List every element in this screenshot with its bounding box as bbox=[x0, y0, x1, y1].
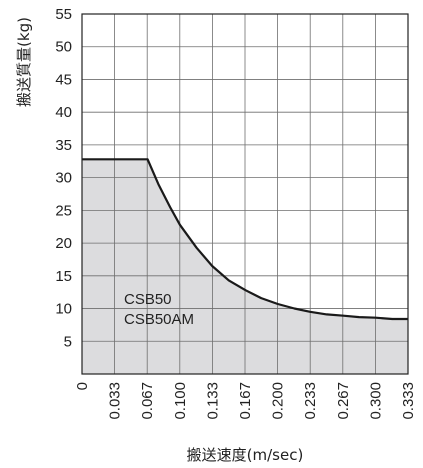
y-tick-label: 30 bbox=[55, 170, 72, 187]
x-axis-label: 搬送速度(m/sec) bbox=[187, 446, 304, 464]
y-tick-label: 55 bbox=[55, 6, 72, 23]
y-tick-label: 45 bbox=[55, 71, 72, 88]
y-tick-label: 5 bbox=[64, 333, 72, 350]
x-tick-labels: 0 0.033 0.067 0.100 0.133 0.167 0.200 0.233 0.26… bbox=[74, 382, 417, 420]
capacity-area-layer bbox=[82, 159, 408, 374]
y-tick-labels: 5 10 15 20 25 30 35 40 45 50 55 bbox=[55, 6, 72, 350]
x-tick-label: 0.100 bbox=[172, 382, 189, 420]
x-tick-label: 0.233 bbox=[302, 382, 319, 420]
x-tick-label: 0.267 bbox=[335, 382, 352, 420]
y-axis-label: 搬送質量(kg) bbox=[15, 17, 33, 107]
y-tick-label: 35 bbox=[55, 137, 72, 154]
y-tick-label: 15 bbox=[55, 268, 72, 285]
y-tick-label: 25 bbox=[55, 202, 72, 219]
y-tick-label: 40 bbox=[55, 104, 72, 121]
y-tick-label: 10 bbox=[55, 301, 72, 318]
series-label-csb50: CSB50 bbox=[124, 291, 172, 308]
y-tick-label: 50 bbox=[55, 39, 72, 56]
capacity-curve-layer bbox=[82, 158, 408, 321]
y-tick-label: 20 bbox=[55, 235, 72, 252]
x-tick-label: 0.033 bbox=[107, 382, 124, 420]
x-tick-label: 0.333 bbox=[400, 382, 417, 420]
x-tick-label: 0.133 bbox=[204, 382, 221, 420]
series-label-csb50am: CSB50AM bbox=[124, 311, 194, 328]
x-tick-label: 0 bbox=[74, 382, 91, 390]
x-tick-label: 0.300 bbox=[367, 382, 384, 420]
capacity-area bbox=[82, 159, 408, 374]
x-tick-label: 0.167 bbox=[237, 382, 254, 420]
plot-frame bbox=[81, 13, 409, 375]
capacity-curve bbox=[82, 158, 408, 321]
x-tick-label: 0.067 bbox=[139, 382, 156, 420]
x-tick-label: 0.200 bbox=[270, 382, 287, 420]
